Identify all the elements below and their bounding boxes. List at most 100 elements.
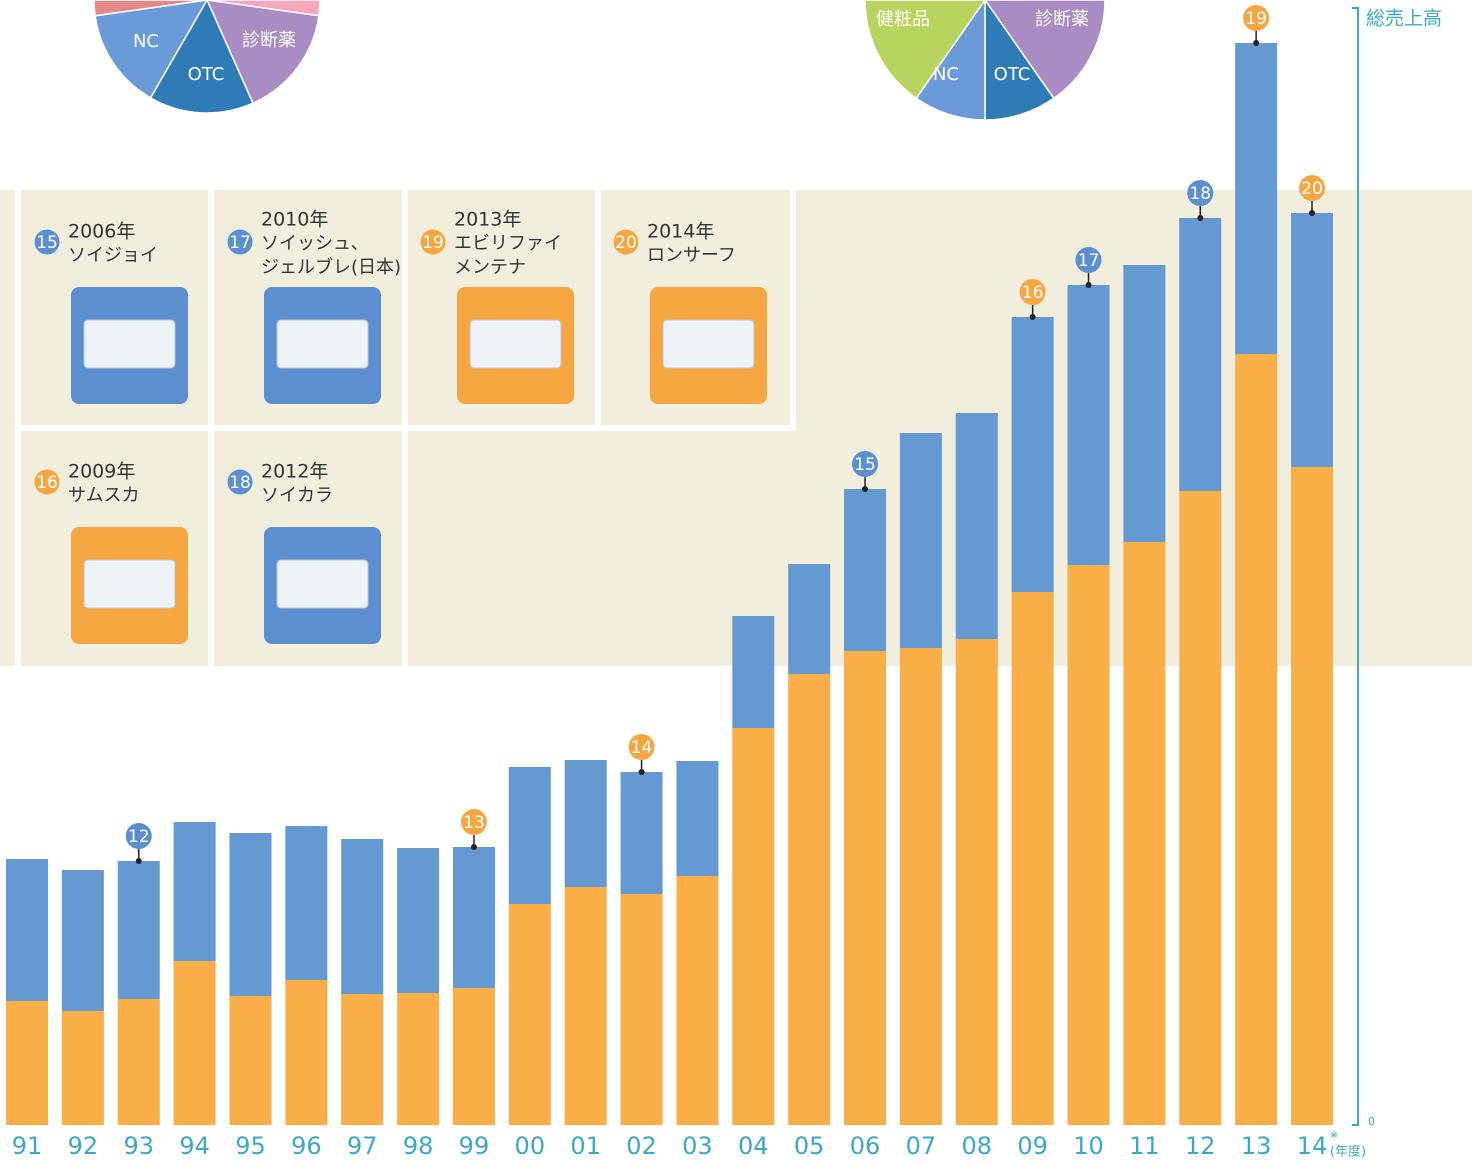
bar-segment — [1067, 285, 1110, 565]
annotation-badge — [1019, 279, 1046, 305]
x-tick-label: 05 — [794, 1132, 825, 1160]
x-tick-label: 95 — [235, 1132, 266, 1160]
bar-segment — [1123, 542, 1166, 1125]
annotation-label: 19 — [1245, 9, 1267, 29]
product-package — [276, 559, 369, 609]
bar-segment — [899, 433, 942, 648]
bar-segment — [508, 904, 551, 1125]
bar-segment — [6, 859, 48, 1001]
bar-segment — [6, 1001, 48, 1125]
x-note: ※ — [1330, 1130, 1338, 1141]
annotation-dot — [135, 858, 142, 864]
bar-segment — [1067, 565, 1110, 1125]
bar-segment — [397, 993, 440, 1125]
badge-number: 18 — [229, 473, 251, 493]
product-package — [469, 319, 562, 369]
annotation-label: 12 — [128, 827, 150, 847]
bar-segment — [844, 489, 887, 651]
bar-segment — [1179, 491, 1222, 1125]
annotation-dot — [638, 769, 645, 775]
pie-label: NC — [133, 31, 159, 52]
pie-slice — [149, 0, 254, 114]
bar-segment — [61, 870, 104, 1011]
annotation-badge — [1187, 180, 1214, 206]
product-year: 2010年 — [261, 209, 328, 231]
annotation-label: 16 — [1022, 283, 1044, 303]
annotation-label: 13 — [463, 813, 485, 833]
x-tick-label: 92 — [68, 1132, 99, 1160]
bar-segment — [285, 826, 328, 980]
x-tick-label: 97 — [347, 1132, 378, 1160]
badge — [420, 229, 446, 255]
pie-label: NC — [933, 64, 959, 85]
card-borders — [15, 190, 796, 666]
annotation-badge — [852, 451, 879, 477]
product-year: 2012年 — [261, 461, 328, 483]
annotation-dot — [1085, 282, 1092, 288]
x-tick-label: 02 — [626, 1132, 657, 1160]
pie-label: 診断薬 — [242, 30, 296, 51]
x-tick-label: 99 — [459, 1132, 490, 1160]
badge-number: 17 — [229, 233, 251, 253]
x-tick-label: 11 — [1129, 1132, 1160, 1160]
annotation-dot — [470, 844, 477, 850]
annotation-dot — [1253, 40, 1260, 46]
bar-segment — [1011, 592, 1054, 1125]
x-tick-label: 13 — [1241, 1132, 1272, 1160]
product-package — [662, 319, 755, 369]
axis-label: 総売上高 — [1366, 8, 1442, 30]
badge — [227, 229, 253, 255]
bar-segment — [117, 999, 160, 1125]
badge-number: 20 — [615, 233, 637, 253]
bar-segment — [620, 894, 663, 1125]
product-name: ソイカラ — [261, 485, 333, 506]
pie-slice — [206, 0, 320, 105]
annotation-badge — [628, 734, 655, 760]
bar-segment — [452, 988, 495, 1125]
annotation-badge — [1075, 247, 1102, 273]
product-year: 2014年 — [647, 221, 714, 243]
x-tick-label: 08 — [962, 1132, 993, 1160]
badge — [34, 469, 60, 495]
bar-segment — [899, 648, 942, 1125]
pie-label: OTC — [994, 64, 1031, 85]
bar-segment — [844, 651, 887, 1125]
x-tick-label: 94 — [179, 1132, 210, 1160]
bar-segment — [676, 876, 719, 1125]
annotation-dot — [1309, 210, 1315, 216]
annotation-dot — [1197, 215, 1204, 221]
bar-segment — [1123, 265, 1166, 542]
bar-segment — [452, 847, 495, 988]
annotation-badge — [125, 823, 152, 849]
bar-segment — [285, 980, 328, 1125]
bar-segment — [173, 961, 216, 1125]
pie-slice — [984, 0, 1106, 100]
product-name: メンテナ — [454, 257, 526, 278]
bar-segment — [341, 839, 384, 994]
chart: 91 92 93 94 95 96 97 98 99 00 01 02 03 04 05 06 07 08 09 10… — [6, 5, 1442, 1160]
product-name: エビリファイ — [454, 233, 562, 254]
bar-segment — [1179, 218, 1222, 491]
product-package — [276, 319, 369, 369]
x-tick-label: 07 — [906, 1132, 937, 1160]
product-package — [83, 319, 176, 369]
x-tick-label: 03 — [682, 1132, 713, 1160]
annotation-label: 17 — [1078, 251, 1100, 271]
bar-segment — [788, 564, 831, 674]
x-unit: (年度) — [1330, 1144, 1366, 1160]
product-year: 2009年 — [68, 461, 135, 483]
x-tick-label: 04 — [738, 1132, 769, 1160]
bar-segment — [676, 761, 719, 876]
pie-slice — [984, 0, 1055, 121]
x-tick-label: 93 — [123, 1132, 154, 1160]
product-name: ソイッシュ、 — [261, 233, 369, 254]
x-tick-label: 14 — [1297, 1132, 1328, 1160]
bar-segment — [788, 674, 831, 1125]
product-name: ロンサーフ — [647, 245, 736, 266]
x-tick-label: 12 — [1185, 1132, 1216, 1160]
annotation-label: 14 — [631, 738, 653, 758]
x-tick-label: 10 — [1073, 1132, 1104, 1160]
badge — [613, 229, 639, 255]
